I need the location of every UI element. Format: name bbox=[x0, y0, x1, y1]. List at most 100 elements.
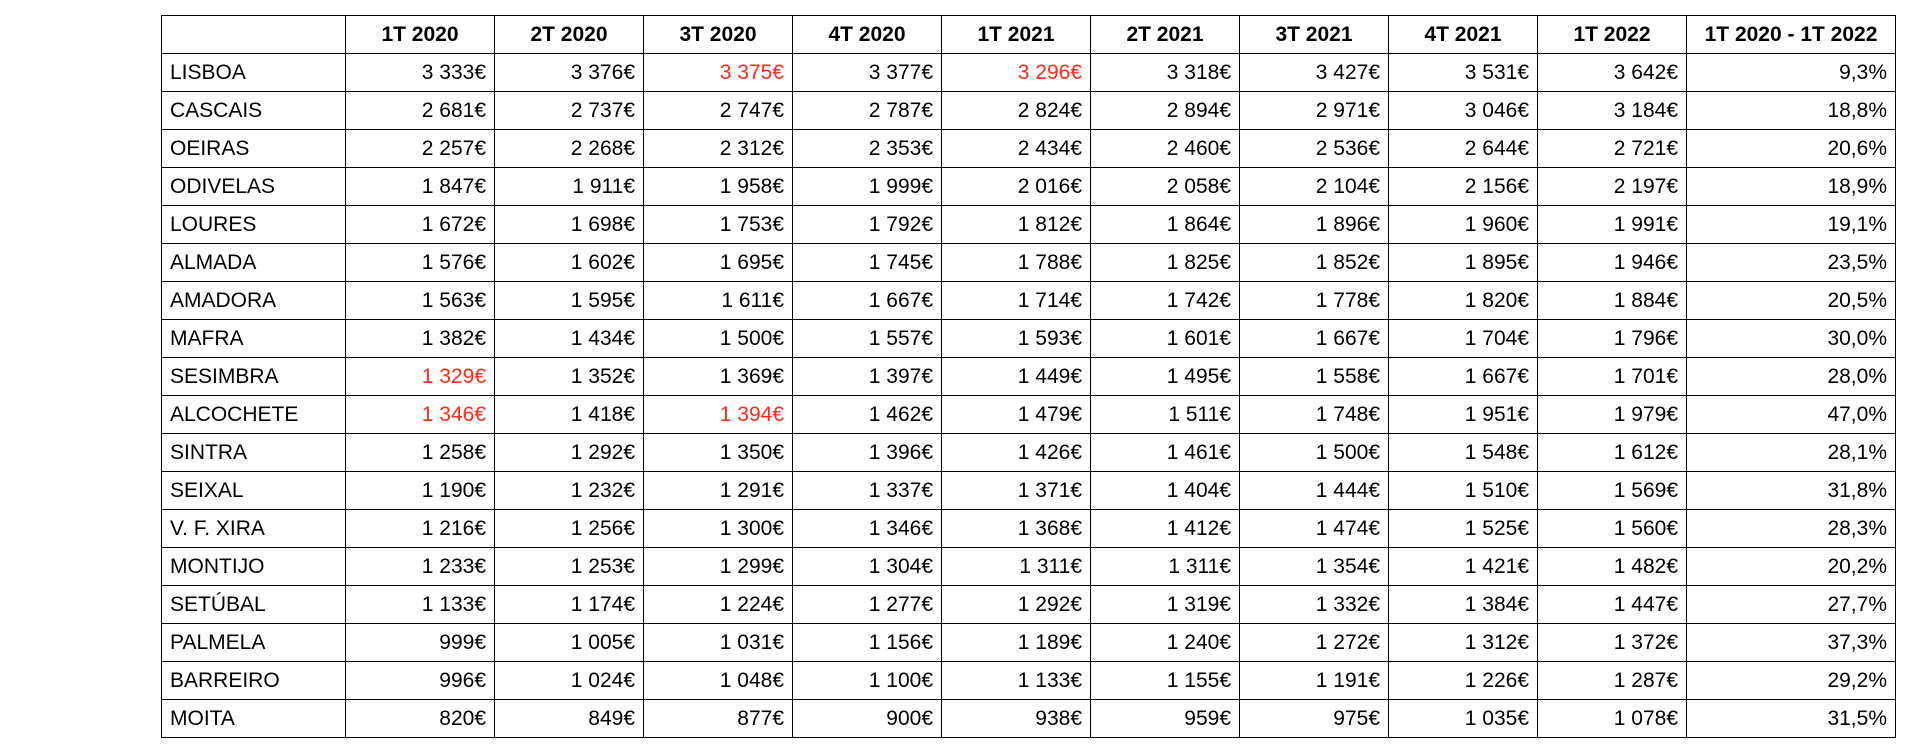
price-cell: 1 601€ bbox=[1090, 319, 1240, 358]
price-cell: 1 611€ bbox=[643, 281, 793, 320]
price-cell: 1 667€ bbox=[792, 281, 942, 320]
table-row: V. F. XIRA 1 216€ 1 256€ 1 300€ 1 346€ 1 368€… bbox=[161, 509, 1896, 548]
change-cell: 19,1% bbox=[1686, 205, 1896, 244]
price-cell: 1 240€ bbox=[1090, 623, 1240, 662]
change-cell: 27,7% bbox=[1686, 585, 1896, 624]
price-cell: 1 595€ bbox=[494, 281, 644, 320]
price-cell: 1 447€ bbox=[1537, 585, 1687, 624]
price-cell: 1 384€ bbox=[1388, 585, 1538, 624]
price-cell: 1 005€ bbox=[494, 623, 644, 662]
price-cell: 3 531€ bbox=[1388, 53, 1538, 92]
table-row: OEIRAS 2 257€ 2 268€ 2 312€ 2 353€ 2 434€ 2 46… bbox=[161, 129, 1896, 168]
price-cell: 1 602€ bbox=[494, 243, 644, 282]
price-cell: 1 896€ bbox=[1239, 205, 1389, 244]
price-cell: 2 721€ bbox=[1537, 129, 1687, 168]
price-cell: 2 058€ bbox=[1090, 167, 1240, 206]
price-cell: 1 024€ bbox=[494, 661, 644, 700]
price-cell: 1 311€ bbox=[941, 547, 1091, 586]
municipality-name: LISBOA bbox=[161, 53, 346, 92]
price-cell: 1 312€ bbox=[1388, 623, 1538, 662]
price-cell: 2 536€ bbox=[1239, 129, 1389, 168]
municipality-name: AMADORA bbox=[161, 281, 346, 320]
column-header: 1T 2022 bbox=[1537, 15, 1687, 54]
price-cell: 1 272€ bbox=[1239, 623, 1389, 662]
table-row: PALMELA 999€ 1 005€ 1 031€ 1 156€ 1 189€ 1 240… bbox=[161, 623, 1896, 662]
column-header-change: 1T 2020 - 1T 2022 bbox=[1686, 15, 1896, 54]
price-cell: 1 884€ bbox=[1537, 281, 1687, 320]
price-cell: 1 461€ bbox=[1090, 433, 1240, 472]
price-cell: 1 292€ bbox=[941, 585, 1091, 624]
price-cell: 1 812€ bbox=[941, 205, 1091, 244]
price-cell: 1 991€ bbox=[1537, 205, 1687, 244]
price-cell: 1 449€ bbox=[941, 357, 1091, 396]
price-cell: 1 704€ bbox=[1388, 319, 1538, 358]
price-cell: 999€ bbox=[345, 623, 495, 662]
price-cell: 2 434€ bbox=[941, 129, 1091, 168]
price-cell: 1 495€ bbox=[1090, 357, 1240, 396]
header-corner bbox=[161, 15, 346, 54]
price-cell: 1 558€ bbox=[1239, 357, 1389, 396]
price-cell: 2 737€ bbox=[494, 91, 644, 130]
price-cell: 1 426€ bbox=[941, 433, 1091, 472]
price-cell: 1 695€ bbox=[643, 243, 793, 282]
price-cell: 1 667€ bbox=[1388, 357, 1538, 396]
change-cell: 20,2% bbox=[1686, 547, 1896, 586]
column-header: 4T 2021 bbox=[1388, 15, 1538, 54]
price-cell: 1 329€ bbox=[345, 357, 495, 396]
price-cell: 1 292€ bbox=[494, 433, 644, 472]
municipality-name: SESIMBRA bbox=[161, 357, 346, 396]
change-cell: 31,8% bbox=[1686, 471, 1896, 510]
municipality-name: ALCOCHETE bbox=[161, 395, 346, 434]
municipality-name: PALMELA bbox=[161, 623, 346, 662]
price-cell: 1 753€ bbox=[643, 205, 793, 244]
price-cell: 1 511€ bbox=[1090, 395, 1240, 434]
price-cell: 1 350€ bbox=[643, 433, 793, 472]
price-cell: 1 311€ bbox=[1090, 547, 1240, 586]
price-cell: 1 612€ bbox=[1537, 433, 1687, 472]
municipality-name: SETÚBAL bbox=[161, 585, 346, 624]
table-row: MOITA 820€ 849€ 877€ 900€ 938€ 959€ 975€ 1 035€ 1… bbox=[161, 699, 1896, 738]
table-row: SESIMBRA 1 329€ 1 352€ 1 369€ 1 397€ 1 449€ 1 … bbox=[161, 357, 1896, 396]
price-cell: 877€ bbox=[643, 699, 793, 738]
table-row: ODIVELAS 1 847€ 1 911€ 1 958€ 1 999€ 2 016€ 2 … bbox=[161, 167, 1896, 206]
price-cell: 975€ bbox=[1239, 699, 1389, 738]
price-cell: 1 852€ bbox=[1239, 243, 1389, 282]
price-cell: 1 792€ bbox=[792, 205, 942, 244]
price-cell: 1 714€ bbox=[941, 281, 1091, 320]
price-cell: 1 462€ bbox=[792, 395, 942, 434]
table-body: LISBOA 3 333€ 3 376€ 3 375€ 3 377€ 3 296€ 3 31… bbox=[161, 53, 1896, 738]
table-row: SETÚBAL 1 133€ 1 174€ 1 224€ 1 277€ 1 292€ 1 3… bbox=[161, 585, 1896, 624]
price-cell: 1 560€ bbox=[1537, 509, 1687, 548]
price-cell: 1 796€ bbox=[1537, 319, 1687, 358]
municipality-name: MAFRA bbox=[161, 319, 346, 358]
price-cell: 1 911€ bbox=[494, 167, 644, 206]
price-cell: 2 787€ bbox=[792, 91, 942, 130]
column-header: 1T 2021 bbox=[941, 15, 1091, 54]
price-cell: 2 353€ bbox=[792, 129, 942, 168]
change-cell: 23,5% bbox=[1686, 243, 1896, 282]
price-cell: 1 444€ bbox=[1239, 471, 1389, 510]
price-cell: 2 016€ bbox=[941, 167, 1091, 206]
price-cell: 1 299€ bbox=[643, 547, 793, 586]
price-cell: 3 333€ bbox=[345, 53, 495, 92]
price-cell: 1 548€ bbox=[1388, 433, 1538, 472]
column-header: 3T 2021 bbox=[1239, 15, 1389, 54]
price-cell: 1 397€ bbox=[792, 357, 942, 396]
price-cell: 1 287€ bbox=[1537, 661, 1687, 700]
price-cell: 1 569€ bbox=[1537, 471, 1687, 510]
change-cell: 20,6% bbox=[1686, 129, 1896, 168]
price-cell: 1 474€ bbox=[1239, 509, 1389, 548]
price-cell: 1 434€ bbox=[494, 319, 644, 358]
column-header: 1T 2020 bbox=[345, 15, 495, 54]
price-cell: 2 104€ bbox=[1239, 167, 1389, 206]
price-cell: 1 593€ bbox=[941, 319, 1091, 358]
price-cell: 3 375€ bbox=[643, 53, 793, 92]
change-cell: 30,0% bbox=[1686, 319, 1896, 358]
price-cell: 1 224€ bbox=[643, 585, 793, 624]
table-header: 1T 2020 2T 2020 3T 2020 4T 2020 1T 2021 … bbox=[161, 15, 1896, 54]
price-cell: 1 368€ bbox=[941, 509, 1091, 548]
price-cell: 1 133€ bbox=[941, 661, 1091, 700]
price-cell: 1 667€ bbox=[1239, 319, 1389, 358]
price-cell: 1 404€ bbox=[1090, 471, 1240, 510]
